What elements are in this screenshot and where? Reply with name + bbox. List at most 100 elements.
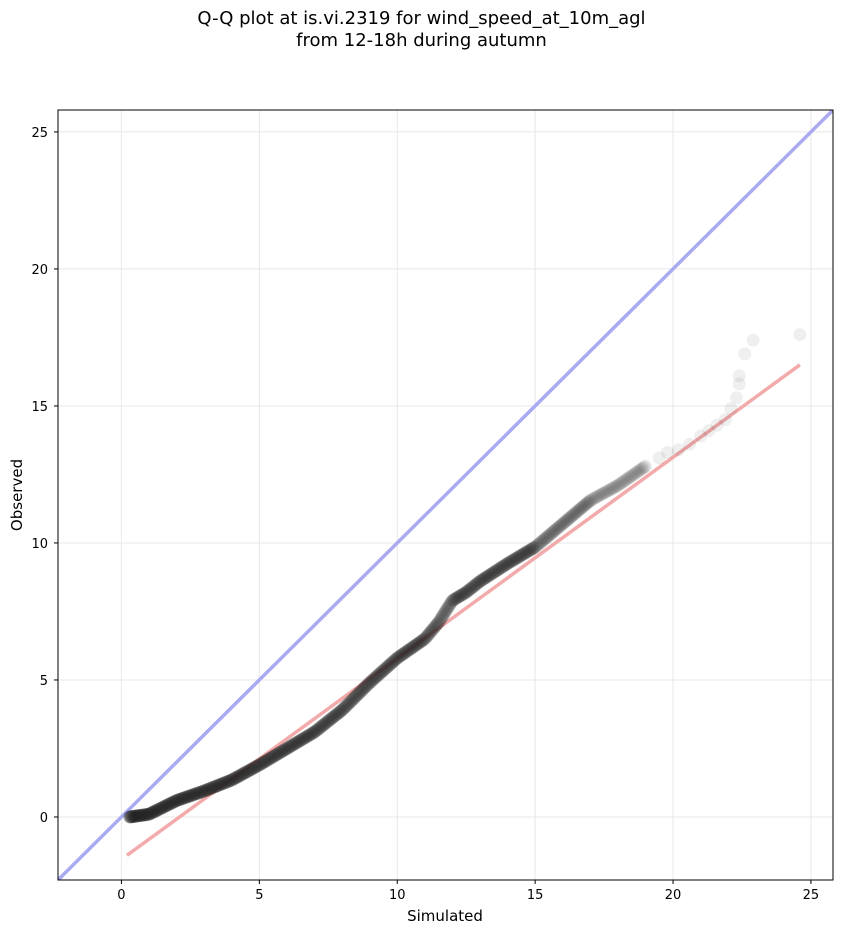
data-point (437, 607, 451, 621)
data-point (318, 717, 332, 731)
data-point (218, 775, 232, 789)
data-point (412, 636, 426, 650)
data-point (615, 476, 629, 490)
data-point (168, 794, 182, 808)
data-point (344, 694, 358, 708)
data-point (166, 795, 180, 809)
data-point (296, 732, 310, 746)
data-point (416, 633, 430, 647)
data-point (287, 737, 301, 751)
data-point (428, 620, 442, 634)
data-point (439, 604, 453, 618)
y-tick-label: 20 (31, 263, 48, 278)
data-point (350, 688, 364, 702)
data-point (569, 505, 583, 519)
data-point (630, 465, 644, 479)
data-point (219, 775, 233, 789)
data-point (260, 753, 274, 767)
data-point (317, 718, 331, 732)
data-point (315, 719, 329, 733)
data-point (302, 728, 316, 742)
data-point (672, 443, 686, 457)
data-point (610, 479, 624, 493)
data-point (253, 757, 267, 771)
data-point (191, 786, 205, 800)
data-point (186, 788, 200, 802)
data-point (187, 787, 201, 801)
data-point (475, 573, 489, 587)
data-point (198, 784, 212, 798)
data-point (554, 518, 568, 532)
data-point (425, 623, 439, 637)
data-point (346, 692, 360, 706)
data-point (423, 626, 437, 640)
data-point (526, 541, 540, 555)
data-point (567, 507, 581, 521)
data-point (335, 703, 349, 717)
data-point (405, 641, 419, 655)
data-point (587, 491, 601, 505)
data-point (222, 774, 236, 788)
data-point (140, 808, 154, 822)
data-point (245, 762, 259, 776)
data-point (361, 678, 375, 692)
data-point (548, 523, 562, 537)
data-point (497, 559, 511, 573)
data-point (359, 680, 373, 694)
data-point (390, 651, 404, 665)
data-point (213, 778, 227, 792)
data-point (290, 735, 304, 749)
data-point (259, 754, 273, 768)
grid-lines (58, 110, 833, 880)
data-point (710, 418, 724, 432)
data-point (481, 569, 495, 583)
data-point (288, 737, 302, 751)
data-point (176, 791, 190, 805)
data-point (132, 809, 146, 823)
data-point (793, 328, 807, 342)
x-tick-label: 20 (665, 888, 682, 903)
data-point (528, 540, 542, 554)
data-point (269, 748, 283, 762)
data-point (301, 729, 315, 743)
data-point (127, 809, 141, 823)
data-point (635, 462, 649, 476)
data-point (601, 484, 615, 498)
data-point (269, 748, 283, 762)
data-point (460, 584, 474, 598)
data-point (507, 553, 521, 567)
data-point (732, 377, 746, 391)
data-point (499, 557, 513, 571)
data-point (524, 543, 538, 557)
data-point (205, 781, 219, 795)
data-point (498, 558, 512, 572)
data-point (126, 809, 140, 823)
data-point (138, 808, 152, 822)
data-point (274, 745, 288, 759)
data-point (137, 808, 151, 822)
data-point (125, 810, 139, 824)
data-point (249, 760, 263, 774)
data-point (242, 764, 256, 778)
data-point (368, 671, 382, 685)
data-point (190, 787, 204, 801)
data-point (628, 466, 642, 480)
data-point (281, 741, 295, 755)
data-point (370, 669, 384, 683)
data-point (637, 460, 651, 474)
data-point (518, 546, 532, 560)
data-point (454, 588, 468, 602)
data-point (382, 659, 396, 673)
data-point (702, 424, 716, 438)
data-point (426, 622, 440, 636)
data-point (546, 525, 560, 539)
data-point (280, 741, 294, 755)
data-point (431, 616, 445, 630)
data-point (289, 736, 303, 750)
data-point (452, 590, 466, 604)
data-point (212, 778, 226, 792)
data-point (433, 613, 447, 627)
data-point (141, 807, 155, 821)
data-point (487, 565, 501, 579)
data-point (538, 532, 552, 546)
